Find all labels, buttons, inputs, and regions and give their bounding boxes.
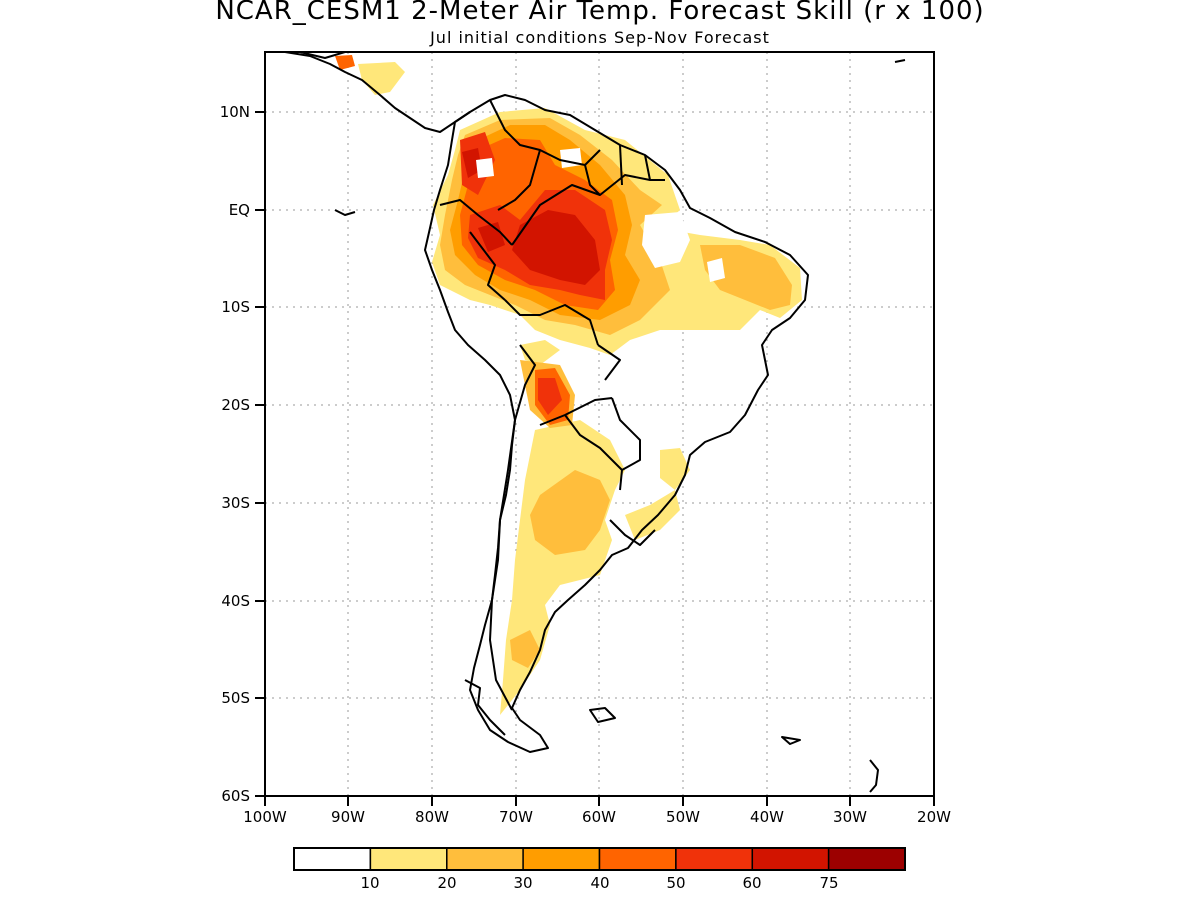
skill-region-below-10 <box>560 148 582 168</box>
map-content <box>265 52 934 796</box>
lat-label: 50S <box>221 689 250 707</box>
gridlines <box>265 52 934 796</box>
legend-frame <box>293 847 906 871</box>
legend-label: 20 <box>437 874 456 892</box>
coastlines <box>284 52 906 793</box>
legend-label: 40 <box>590 874 609 892</box>
lon-label: 100W <box>243 808 287 826</box>
skill-region-below-10 <box>476 158 494 178</box>
lon-label: 20W <box>917 808 951 826</box>
legend-color-box <box>369 847 448 871</box>
color-legend: 10 20 30 40 50 60 75 <box>293 847 906 892</box>
skill-region-10-20 <box>500 420 625 715</box>
lat-label: 20S <box>221 396 250 414</box>
legend-color-box <box>522 847 601 871</box>
south-america-coastline <box>424 94 809 753</box>
lon-label: 30W <box>833 808 867 826</box>
skill-region-20-30 <box>530 470 610 555</box>
axis-ticks <box>255 111 935 806</box>
lon-label: 60W <box>582 808 616 826</box>
legend-color-box <box>446 847 524 871</box>
legend-color-box <box>751 847 830 871</box>
legend-color-box <box>598 847 677 871</box>
skill-region-below-10 <box>707 258 725 282</box>
lat-label: 60S <box>221 787 250 805</box>
lon-label: 80W <box>415 808 449 826</box>
legend-label: 30 <box>513 874 532 892</box>
country-borders <box>439 99 665 711</box>
legend-color-box <box>293 847 372 871</box>
map-title: NCAR_CESM1 2-Meter Air Temp. Forecast Sk… <box>215 0 985 26</box>
lon-label: 70W <box>499 808 533 826</box>
longitude-labels: 100W 90W 80W 70W 60W 50W 40W 30W 20W <box>243 808 951 826</box>
lon-label: 40W <box>750 808 784 826</box>
skill-region-60-75 <box>462 148 482 178</box>
lat-label: EQ <box>229 201 250 219</box>
legend-color-box <box>827 847 906 871</box>
lat-label: 30S <box>221 494 250 512</box>
lat-label: 40S <box>221 592 250 610</box>
skill-region-60-75 <box>512 210 600 285</box>
skill-region-below-10 <box>642 212 690 268</box>
skill-region-20-30 <box>700 245 792 310</box>
lon-label: 90W <box>331 808 365 826</box>
lon-label: 50W <box>666 808 700 826</box>
legend-label: 50 <box>666 874 685 892</box>
skill-region-10-20 <box>625 490 680 540</box>
skill-region-20-30 <box>510 630 540 668</box>
latitude-labels: 10N EQ 10S 20S 30S 40S 50S 60S <box>220 103 250 805</box>
skill-shading <box>335 55 802 715</box>
skill-region-40-50 <box>335 55 355 70</box>
lat-label: 10S <box>221 298 250 316</box>
map-subtitle: Jul initial conditions Sep-Nov Forecast <box>430 28 770 47</box>
legend-label: 10 <box>360 874 379 892</box>
legend-label: 60 <box>742 874 761 892</box>
lat-label: 10N <box>220 103 250 121</box>
legend-color-box <box>675 847 754 871</box>
skill-region-10-20 <box>358 62 405 95</box>
skill-region-50-60 <box>538 378 562 415</box>
legend-label: 75 <box>819 874 838 892</box>
